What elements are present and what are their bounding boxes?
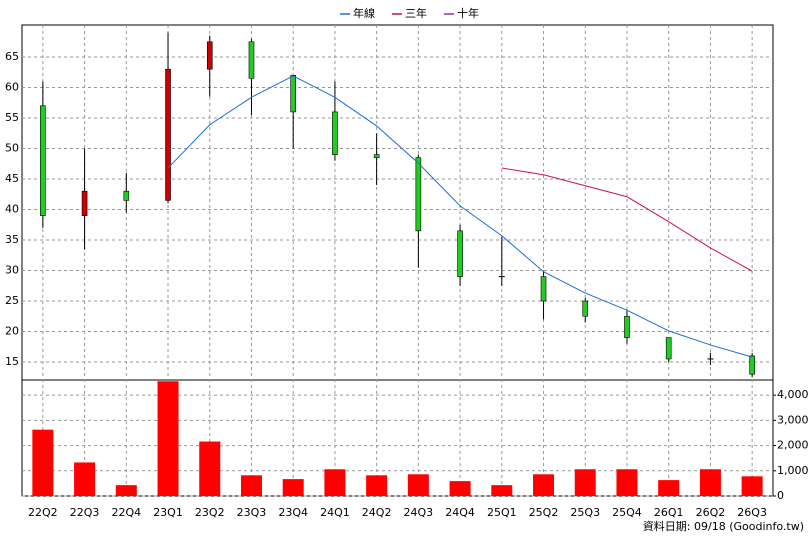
- y-tick-label: 30: [5, 264, 19, 277]
- candle-body: [123, 190, 130, 201]
- x-tick-label: 26Q2: [696, 506, 726, 519]
- volume-bar: [616, 469, 638, 496]
- candle-body: [540, 276, 547, 302]
- footnote: 資料日期: 09/18 (Goodinfo.tw): [643, 519, 804, 533]
- x-tick-label: 25Q1: [487, 506, 517, 519]
- candle-body: [332, 111, 338, 155]
- volume-bar: [449, 481, 471, 496]
- volume-bar: [407, 474, 429, 496]
- y2-tick-label: 0: [777, 489, 784, 502]
- x-tick-label: 25Q3: [570, 506, 600, 519]
- volume-bar: [574, 469, 596, 496]
- y-tick-label: 50: [5, 142, 19, 155]
- y2-tick-label: 3,000: [777, 413, 808, 426]
- y-tick-label: 55: [5, 111, 19, 124]
- x-tick-label: 22Q4: [111, 506, 141, 519]
- legend-label: 三年: [405, 6, 427, 20]
- legend-label: 年線: [353, 6, 375, 20]
- candle-body: [248, 41, 255, 79]
- candle-body: [40, 105, 46, 216]
- volume-bar: [741, 476, 763, 496]
- volume-bar: [240, 475, 262, 496]
- volume-bar: [199, 441, 221, 496]
- candle-body: [290, 75, 296, 113]
- candle-body: [624, 315, 630, 338]
- y-tick-label: 45: [5, 172, 19, 185]
- candle-body: [415, 157, 422, 232]
- candle-body: [81, 190, 88, 216]
- y-tick-label: 60: [5, 81, 19, 94]
- candle-body: [665, 337, 672, 360]
- volume-bar: [491, 485, 513, 496]
- x-tick-label: 26Q1: [654, 506, 684, 519]
- volume-bar: [32, 429, 54, 496]
- y2-tick-label: 2,000: [777, 439, 808, 452]
- y2-tick-label: 1,000: [777, 464, 808, 477]
- volume-bar: [324, 469, 346, 496]
- volume-bar: [74, 462, 96, 496]
- x-tick-label: 25Q4: [612, 506, 642, 519]
- x-tick-label: 24Q1: [320, 506, 350, 519]
- volume-bar: [699, 469, 721, 496]
- candle-body: [373, 154, 380, 158]
- x-tick-label: 22Q3: [70, 506, 100, 519]
- volume-bar: [658, 480, 680, 496]
- moving-average-line: [501, 167, 753, 272]
- volume-bar: [282, 479, 304, 496]
- candle-body: [457, 230, 463, 277]
- x-tick-label: 23Q3: [237, 506, 267, 519]
- x-tick-label: 24Q3: [404, 506, 434, 519]
- volume-bar: [366, 475, 388, 496]
- x-tick-label: 23Q2: [195, 506, 225, 519]
- x-tick-label: 25Q2: [529, 506, 559, 519]
- x-tick-label: 23Q1: [153, 506, 183, 519]
- volume-bar: [115, 485, 137, 496]
- y2-tick-label: 4,000: [777, 388, 808, 401]
- y-tick-label: 35: [5, 233, 19, 246]
- y-tick-label: 20: [5, 325, 19, 338]
- candle-body: [749, 355, 755, 375]
- x-tick-label: 26Q3: [737, 506, 767, 519]
- y-tick-label: 65: [5, 50, 19, 63]
- y-tick-label: 15: [5, 355, 19, 368]
- x-tick-label: 24Q2: [362, 506, 392, 519]
- y-tick-label: 25: [5, 294, 19, 307]
- x-tick-label: 24Q4: [445, 506, 475, 519]
- y-tick-label: 40: [5, 203, 19, 216]
- candle-body: [582, 300, 589, 317]
- x-tick-label: 23Q4: [278, 506, 308, 519]
- legend-label: 十年: [457, 6, 479, 20]
- moving-average-line: [167, 75, 753, 358]
- candle-body: [165, 68, 171, 201]
- volume-bar: [533, 474, 555, 496]
- plot-frame: [21, 24, 774, 497]
- candle-body: [206, 41, 213, 70]
- x-tick-label: 22Q2: [28, 506, 58, 519]
- volume-bar: [157, 381, 179, 496]
